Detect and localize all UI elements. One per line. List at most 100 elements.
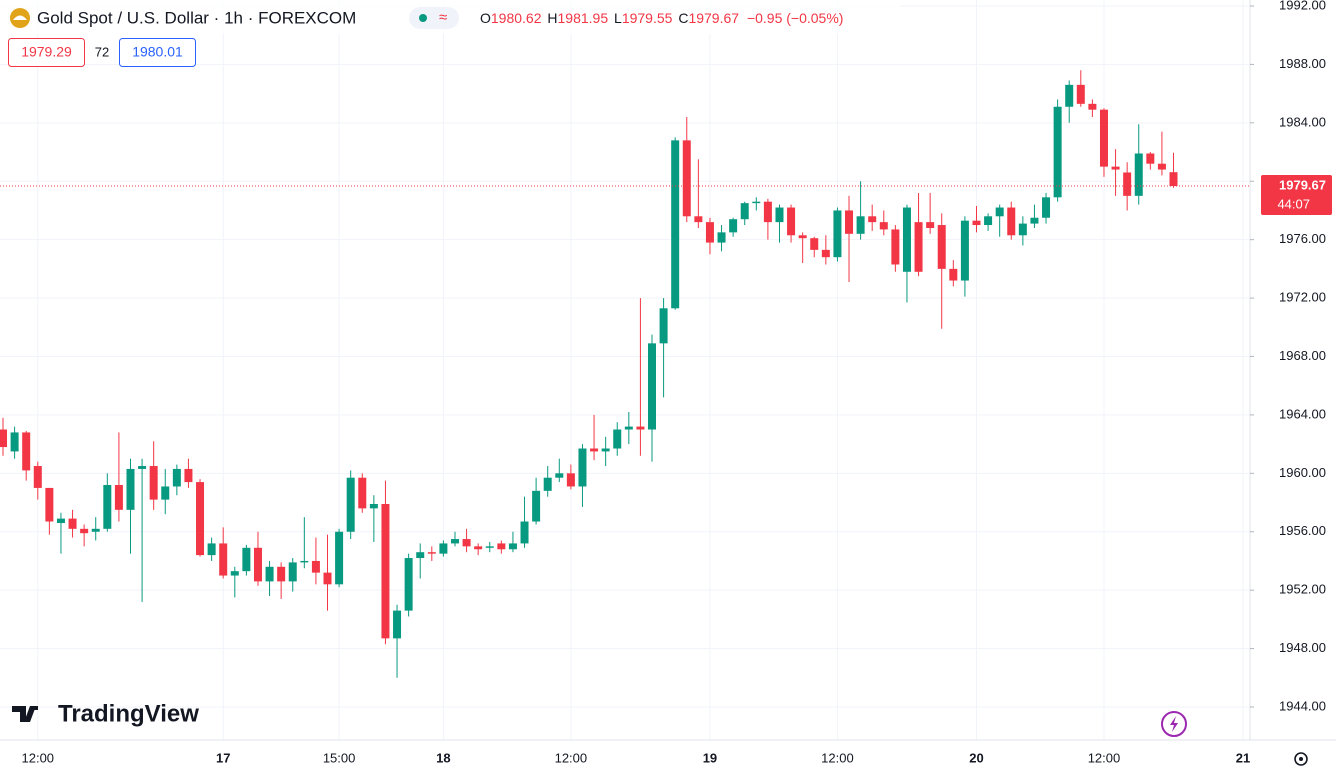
candle-body bbox=[416, 552, 425, 559]
symbol-icon-glyph bbox=[13, 15, 27, 20]
candle-body bbox=[56, 518, 65, 523]
candle-body bbox=[172, 468, 181, 487]
candle-body bbox=[462, 539, 471, 547]
candle-body bbox=[369, 503, 378, 509]
candle-body bbox=[33, 466, 42, 488]
candle-body bbox=[879, 222, 888, 230]
candle-body bbox=[242, 547, 251, 572]
x-tick-label: 18 bbox=[436, 750, 450, 765]
ohlc-value: 1979.55 bbox=[622, 10, 673, 26]
candle-body bbox=[833, 210, 842, 258]
candle-body bbox=[358, 477, 367, 509]
candle-body bbox=[346, 477, 355, 532]
candle-body bbox=[636, 426, 645, 430]
ohlc-label: L bbox=[614, 10, 622, 26]
candle-body bbox=[729, 219, 738, 233]
change: −0.95 (−0.05%) bbox=[747, 10, 844, 26]
x-tick-label: 19 bbox=[703, 750, 717, 765]
candle-body bbox=[22, 432, 31, 471]
candle-body bbox=[196, 482, 205, 556]
candle-body bbox=[972, 220, 981, 226]
candle-body bbox=[68, 518, 77, 529]
x-tick-label: 20 bbox=[969, 750, 983, 765]
candle-body bbox=[1099, 109, 1108, 167]
candle-body bbox=[543, 477, 552, 491]
candle-body bbox=[984, 216, 993, 226]
candle-body bbox=[323, 572, 332, 585]
candle-body bbox=[311, 560, 320, 573]
ohlc-value: 1979.67 bbox=[688, 10, 739, 26]
candle-body bbox=[485, 546, 494, 548]
candle-body bbox=[1007, 207, 1016, 236]
candle-body bbox=[566, 473, 575, 487]
candle-body bbox=[648, 343, 657, 430]
candle-body bbox=[1111, 166, 1120, 170]
y-tick-label: 1984.00 bbox=[1279, 114, 1326, 129]
candle-body bbox=[207, 543, 216, 556]
candle-body bbox=[335, 531, 344, 585]
y-tick-label: 1988.00 bbox=[1279, 56, 1326, 71]
ask-box[interactable] bbox=[119, 38, 196, 67]
lightning-button[interactable] bbox=[1161, 711, 1187, 737]
candle-body bbox=[926, 222, 935, 228]
candle-body bbox=[590, 448, 599, 452]
y-tick-label: 1952.00 bbox=[1279, 582, 1326, 597]
candle-body bbox=[230, 571, 239, 576]
candle-body bbox=[393, 610, 402, 639]
candle-body bbox=[1076, 84, 1085, 104]
candle-body bbox=[91, 528, 100, 532]
y-tick-label: 1944.00 bbox=[1279, 698, 1326, 713]
candle-body bbox=[891, 229, 900, 265]
status-dot bbox=[419, 14, 427, 22]
x-tick-label: 12:00 bbox=[22, 750, 55, 765]
candle-body bbox=[450, 539, 459, 544]
y-tick-label: 1960.00 bbox=[1279, 465, 1326, 480]
lightning-icon bbox=[1170, 716, 1178, 732]
candle-body bbox=[277, 566, 286, 582]
candle-body bbox=[752, 201, 761, 204]
candle-body bbox=[856, 216, 865, 234]
candle-body bbox=[902, 207, 911, 272]
settings-icon bbox=[1299, 757, 1303, 761]
axes: 1944.00 1948.00 1952.00 1956.00 1960.00 1964.… bbox=[22, 0, 1326, 765]
candle-body bbox=[578, 448, 587, 487]
candle-body bbox=[1065, 84, 1074, 107]
candle-body bbox=[161, 486, 170, 500]
candle-body bbox=[717, 232, 726, 243]
chart-title: Gold Spot / U.S. Dollar · 1h · FOREXCOM bbox=[37, 8, 356, 27]
candle-body bbox=[45, 487, 54, 522]
candle-body bbox=[1123, 172, 1132, 196]
candle-body bbox=[0, 429, 8, 448]
candle-body bbox=[149, 466, 158, 500]
candle-body bbox=[439, 543, 448, 554]
status-icon: ≈ bbox=[439, 9, 447, 26]
candle-body bbox=[613, 429, 622, 449]
y-tick-label: 1948.00 bbox=[1279, 640, 1326, 655]
candle-body bbox=[497, 543, 506, 550]
candle-body bbox=[1018, 223, 1027, 236]
candle-body bbox=[80, 528, 89, 534]
x-tick-label: 12:00 bbox=[555, 750, 588, 765]
candle-body bbox=[601, 448, 610, 452]
ohlc: O1980.62 H1981.95 L1979.55 C1979.67 −0.9… bbox=[480, 10, 843, 26]
ohlc-value: 1981.95 bbox=[558, 10, 609, 26]
candle-body bbox=[508, 543, 517, 550]
candle-body bbox=[1053, 106, 1062, 198]
last-price-box bbox=[1261, 175, 1332, 216]
candle-body bbox=[845, 210, 854, 234]
candle-body bbox=[265, 566, 274, 582]
candle-body bbox=[775, 207, 784, 223]
settings-button[interactable] bbox=[1294, 752, 1308, 766]
bid-box[interactable] bbox=[8, 38, 85, 67]
x-tick-label: 12:00 bbox=[821, 750, 854, 765]
candle-body bbox=[288, 562, 297, 582]
candle-body bbox=[949, 268, 958, 281]
candle-body bbox=[671, 140, 680, 309]
candle-body bbox=[10, 432, 19, 452]
candle-body bbox=[937, 225, 946, 269]
grid bbox=[0, 0, 1250, 740]
candle-body bbox=[114, 485, 123, 510]
candle-body bbox=[184, 468, 193, 483]
candle-body bbox=[914, 222, 923, 272]
candle-body bbox=[705, 222, 714, 243]
